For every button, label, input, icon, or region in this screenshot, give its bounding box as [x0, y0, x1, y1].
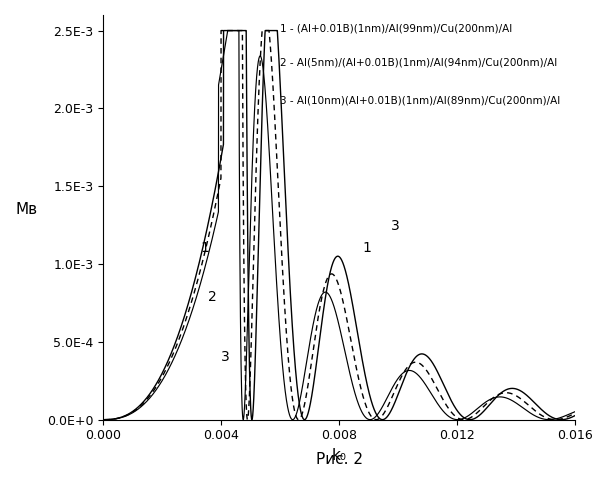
Text: 1: 1 [201, 240, 209, 254]
Text: 1: 1 [363, 240, 371, 254]
X-axis label: k₀: k₀ [331, 448, 347, 463]
Text: Рис. 2: Рис. 2 [316, 452, 362, 467]
Text: 2 - Al(5nm)/(Al+0.01B)(1nm)/Al(94nm)/Cu(200nm)/Al: 2 - Al(5nm)/(Al+0.01B)(1nm)/Al(94nm)/Cu(… [280, 58, 558, 68]
Text: 2: 2 [208, 290, 216, 304]
Text: 1 - (Al+0.01B)(1nm)/Al(99nm)/Cu(200nm)/Al: 1 - (Al+0.01B)(1nm)/Al(99nm)/Cu(200nm)/A… [280, 23, 513, 33]
Y-axis label: Mв: Mв [15, 202, 37, 218]
Text: 3 - Al(10nm)(Al+0.01B)(1nm)/Al(89nm)/Cu(200nm)/Al: 3 - Al(10nm)(Al+0.01B)(1nm)/Al(89nm)/Cu(… [280, 96, 561, 106]
Text: 3: 3 [391, 219, 399, 233]
Text: 3: 3 [221, 350, 230, 364]
